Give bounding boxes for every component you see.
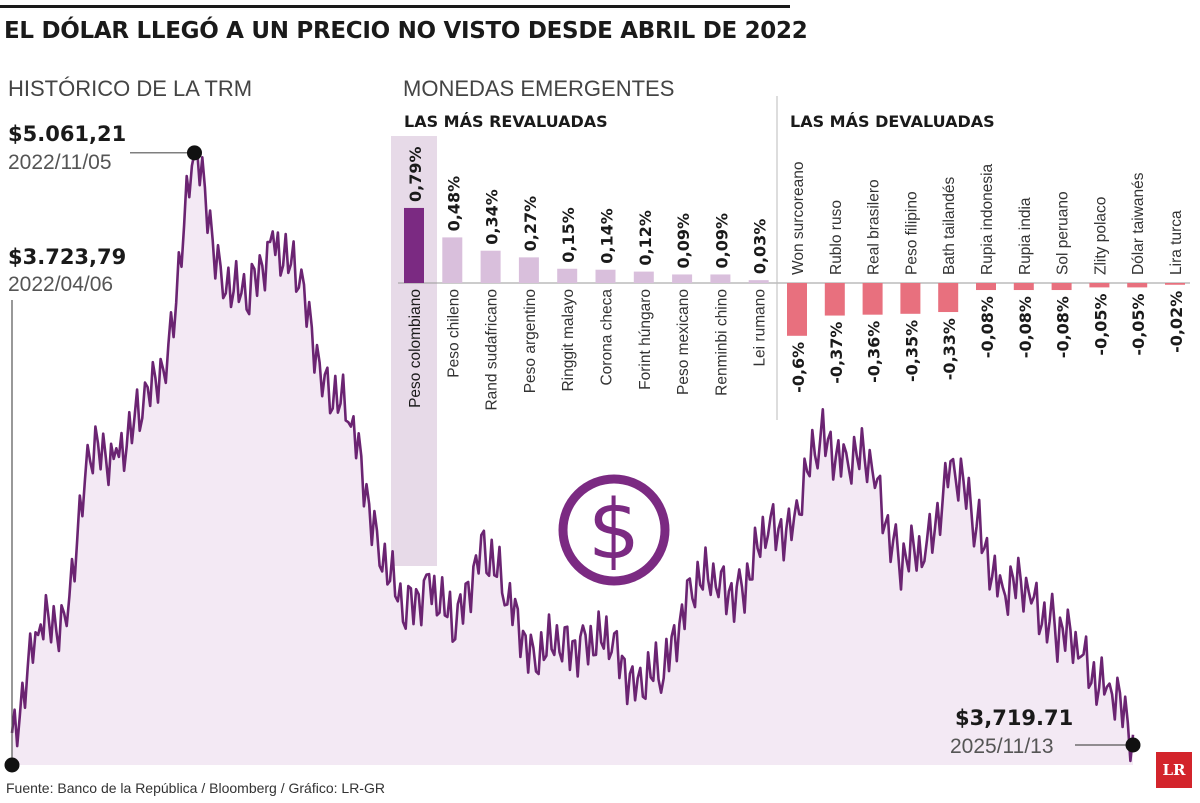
bar-category-label: Renminbi chino [713,289,730,396]
bar-devaluada [900,283,921,314]
bar-revaluada [672,274,693,283]
bar-category-label: Real brasilero [866,179,883,275]
ref-date: 2022/04/06 [8,273,114,296]
source-note: Fuente: Banco de la República / Bloomber… [6,780,385,796]
line-section-label: HISTÓRICO DE LA TRM [8,76,253,101]
highlight-band [391,136,437,566]
bar-category-label: Bath tailandés [941,177,958,275]
bar-value-label: -0,08% [1054,296,1073,358]
bar-revaluada [710,274,731,283]
bar-value-label: 0,09% [674,213,693,269]
bar-category-label: Won surcoreano [790,162,807,275]
bar-revaluada [595,269,616,283]
bar-devaluada [862,283,883,315]
bar-value-label: 0,03% [751,219,770,275]
bar-category-label: Ringgit malayo [560,289,577,392]
bar-category-label: Peso colombiano [407,289,424,408]
bar-value-label: -0,05% [1091,293,1110,355]
bar-category-label: Zlity polaco [1092,197,1109,275]
bar-value-label: 0,15% [559,207,578,263]
bar-revaluada [442,237,463,283]
bar-category-label: Dólar taiwanés [1130,172,1147,275]
bar-devaluada [824,283,845,316]
bar-value-label: -0,05% [1129,293,1148,355]
bar-section-label: MONEDAS EMERGENTES [403,76,675,101]
bar-category-label: Peso chileno [445,289,462,378]
bar-category-label: Rupia indonesia [979,163,996,275]
svg-text:$: $ [588,483,640,578]
bar-value-label: 0,79% [406,146,425,202]
bar-value-label: -0,35% [902,320,921,382]
bar-devaluada [938,283,959,313]
bar-category-label: Corona checa [599,289,616,386]
devalued-label: LAS MÁS DEVALUADAS [790,112,995,131]
top-rule [0,5,790,8]
bar-category-label: Sol peruano [1055,191,1072,275]
bar-value-label: -0,6% [789,342,808,393]
bar-devaluada [1127,283,1148,288]
bar-category-label: Peso mexicano [675,289,692,395]
revalued-label: LAS MÁS REVALUADAS [404,112,608,131]
bar-devaluada [1013,283,1034,291]
bar-category-label: Rupia india [1017,197,1034,275]
bar-category-label: Peso argentino [522,289,539,393]
bar-revaluada [404,207,424,283]
bar-value-label: 0,34% [483,189,502,245]
last-price: $3,719.71 [955,706,1074,730]
bar-value-label: 0,09% [712,213,731,269]
bar-value-label: -0,08% [978,296,997,358]
bar-category-label: Lei rumano [752,289,769,367]
lr-logo: LR [1156,752,1192,788]
bar-category-label: Rand sudafricano [484,289,501,411]
bar-value-label: 0,12% [636,210,655,266]
bar-devaluada [976,283,996,291]
bar-revaluada [748,280,769,283]
bar-devaluada [787,283,807,336]
bar-devaluada [1089,283,1110,288]
last-marker [1125,737,1141,753]
bar-revaluada [518,257,539,283]
bar-value-label: -0,36% [865,321,884,383]
ref-price: $3.723,79 [8,245,127,269]
bar-value-label: 0,14% [598,208,617,264]
max-date: 2022/11/05 [8,151,112,174]
bar-value-label: -0,37% [827,322,846,384]
ref-marker [4,757,20,773]
bar-devaluada [1051,283,1072,291]
bar-value-label: -0,02% [1167,291,1186,353]
annotation-marks [4,145,1141,773]
bar-category-label: Lira turca [1168,210,1185,275]
last-date: 2025/11/13 [950,735,1054,758]
bar-revaluada [480,250,501,283]
bar-value-label: 0,48% [444,176,463,232]
bar-value-label: -0,08% [1016,296,1035,358]
trm-area [12,149,1133,766]
bar-value-label: 0,27% [521,196,540,252]
bar-revaluada [633,271,654,283]
bar-value-label: -0,33% [940,318,959,380]
bar-chart: 0,79% Peso colombiano 0,48% Peso chileno 0,3… [398,96,1190,420]
bar-category-label: Rublo ruso [828,200,845,275]
dollar-icon: $ [558,474,670,586]
chart-title: EL DÓLAR LLEGÓ A UN PRECIO NO VISTO DESD… [4,18,808,44]
trm-line [10,148,1135,763]
bar-category-label: Forint húngaro [637,289,654,390]
bar-devaluada [1165,283,1185,285]
max-price: $5.061,21 [8,122,127,146]
max-marker [186,145,202,161]
bar-revaluada [557,268,578,283]
bar-category-label: Peso filipino [903,191,920,275]
